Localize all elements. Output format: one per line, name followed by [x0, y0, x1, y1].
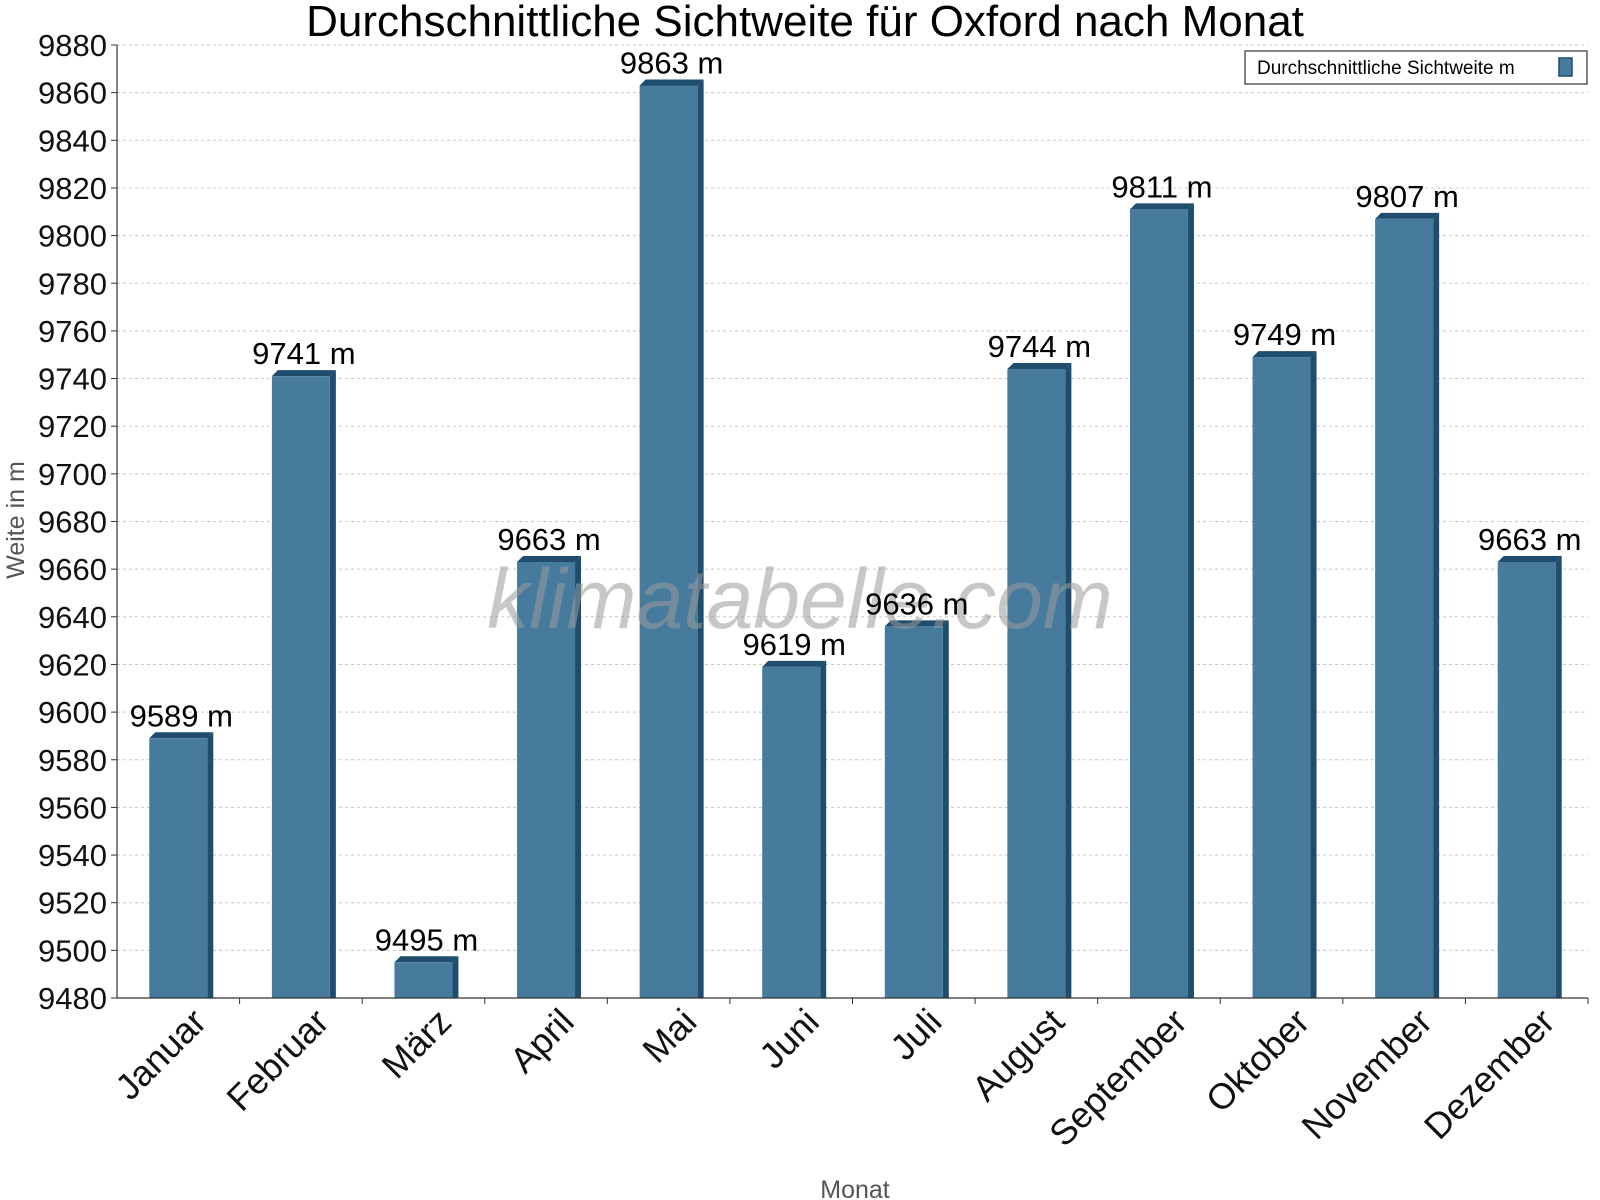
bar-side	[942, 620, 949, 998]
y-tick-label: 9740	[38, 362, 107, 397]
legend-swatch	[1558, 57, 1573, 77]
data-label: 9741 m	[252, 336, 355, 371]
bar-side	[1555, 556, 1562, 998]
legend-label: Durchschnittliche Sichtweite m	[1257, 58, 1515, 79]
y-tick-label: 9840	[38, 123, 107, 158]
y-tick-label: 9800	[38, 219, 107, 254]
bar-top	[884, 620, 949, 627]
bar-side	[575, 556, 582, 998]
bar-top	[1129, 203, 1194, 210]
y-tick-label: 9860	[38, 76, 107, 111]
x-tick-label: Februar	[218, 1001, 336, 1119]
chart-title: Durchschnittliche Sichtweite für Oxford …	[306, 0, 1304, 46]
data-label: 9636 m	[865, 586, 968, 621]
legend-box	[1244, 50, 1588, 85]
bar-side	[329, 370, 336, 999]
x-tick-label: Oktober	[1198, 1001, 1318, 1121]
y-tick-label: 9660	[38, 552, 107, 587]
bar-top	[639, 79, 704, 86]
bar-top	[271, 370, 336, 377]
data-label: 9744 m	[988, 329, 1091, 364]
y-axis-label: Weite in m	[2, 461, 30, 579]
bar-side	[1433, 212, 1440, 999]
y-tick-label: 9640	[38, 600, 107, 635]
y-tick-label: 9680	[38, 505, 107, 540]
bar	[639, 85, 698, 998]
bar-side	[1065, 363, 1072, 998]
data-labels: 9589 m 9741 m 9495 m 9663 m 9863 m 9619 m 9636…	[130, 46, 1582, 958]
bar-top	[149, 732, 214, 739]
bar	[1497, 562, 1556, 998]
bar-top	[1497, 556, 1562, 563]
bar-top	[1375, 212, 1440, 219]
bar	[149, 738, 208, 998]
x-tick-label: März	[374, 1001, 460, 1087]
bar-side	[1310, 351, 1317, 998]
bar-side	[207, 732, 214, 998]
data-label: 9589 m	[130, 698, 233, 733]
bar	[1375, 218, 1434, 999]
bar-side	[1187, 203, 1194, 998]
x-tick-label: August	[964, 1001, 1072, 1109]
data-label: 9749 m	[1233, 317, 1336, 352]
watermark: klimatabelle.com	[487, 552, 1113, 646]
x-axis-label: Monat	[820, 1176, 890, 1200]
bar-top	[762, 660, 827, 667]
y-tick-label: 9700	[38, 457, 107, 492]
y-tick-label: 9480	[38, 981, 107, 1016]
x-tick-label: Mai	[634, 1001, 704, 1071]
data-label: 9663 m	[1478, 522, 1581, 557]
bar	[762, 666, 821, 998]
y-tick-label: 9580	[38, 743, 107, 778]
data-label: 9495 m	[375, 922, 478, 957]
y-tick-label: 9520	[38, 886, 107, 921]
bar-top	[394, 956, 459, 963]
bar-side	[820, 660, 827, 998]
bar-side	[452, 956, 459, 998]
bar	[271, 376, 330, 999]
bar	[1252, 357, 1311, 998]
legend: Durchschnittliche Sichtweite m	[1244, 50, 1588, 85]
x-tick-label: Dezember	[1416, 1001, 1562, 1147]
x-tick-label: Juni	[751, 1001, 827, 1077]
bar-side	[697, 79, 704, 998]
bar	[1007, 369, 1066, 998]
data-label: 9619 m	[743, 627, 846, 662]
y-tick-label: 9620	[38, 647, 107, 682]
y-tick-label: 9780	[38, 266, 107, 301]
axes	[111, 44, 1589, 1004]
bar	[517, 562, 576, 998]
grid	[117, 44, 1588, 951]
y-tick-label: 9880	[38, 28, 107, 63]
y-tick-label: 9760	[38, 314, 107, 349]
x-tick-label: November	[1293, 1001, 1439, 1147]
bar	[884, 626, 943, 998]
bar-top	[1252, 351, 1317, 358]
x-tick-label: Januar	[107, 1001, 214, 1108]
y-tick-label: 9500	[38, 933, 107, 968]
bar-top	[1007, 363, 1072, 370]
bars	[149, 79, 1562, 999]
y-tick-label: 9720	[38, 409, 107, 444]
x-tick-label: April	[502, 1001, 582, 1081]
bar	[1129, 209, 1188, 998]
data-label: 9663 m	[497, 522, 600, 557]
bar-top	[517, 556, 582, 563]
x-tick-label: Juli	[882, 1001, 949, 1068]
y-tick-label: 9560	[38, 790, 107, 825]
bar	[394, 962, 453, 998]
y-tick-labels: 9480 9500 9520 9540 9560 9580 9600 9620 9640 9660…	[38, 28, 107, 1016]
data-label: 9807 m	[1355, 179, 1458, 214]
data-label: 9811 m	[1111, 169, 1212, 204]
y-tick-label: 9820	[38, 171, 107, 206]
y-tick-label: 9600	[38, 695, 107, 730]
x-tick-labels: Januar Februar März April Mai Juni Juli AugustS…	[107, 1001, 1562, 1155]
y-tick-label: 9540	[38, 838, 107, 873]
data-label: 9863 m	[620, 46, 723, 81]
